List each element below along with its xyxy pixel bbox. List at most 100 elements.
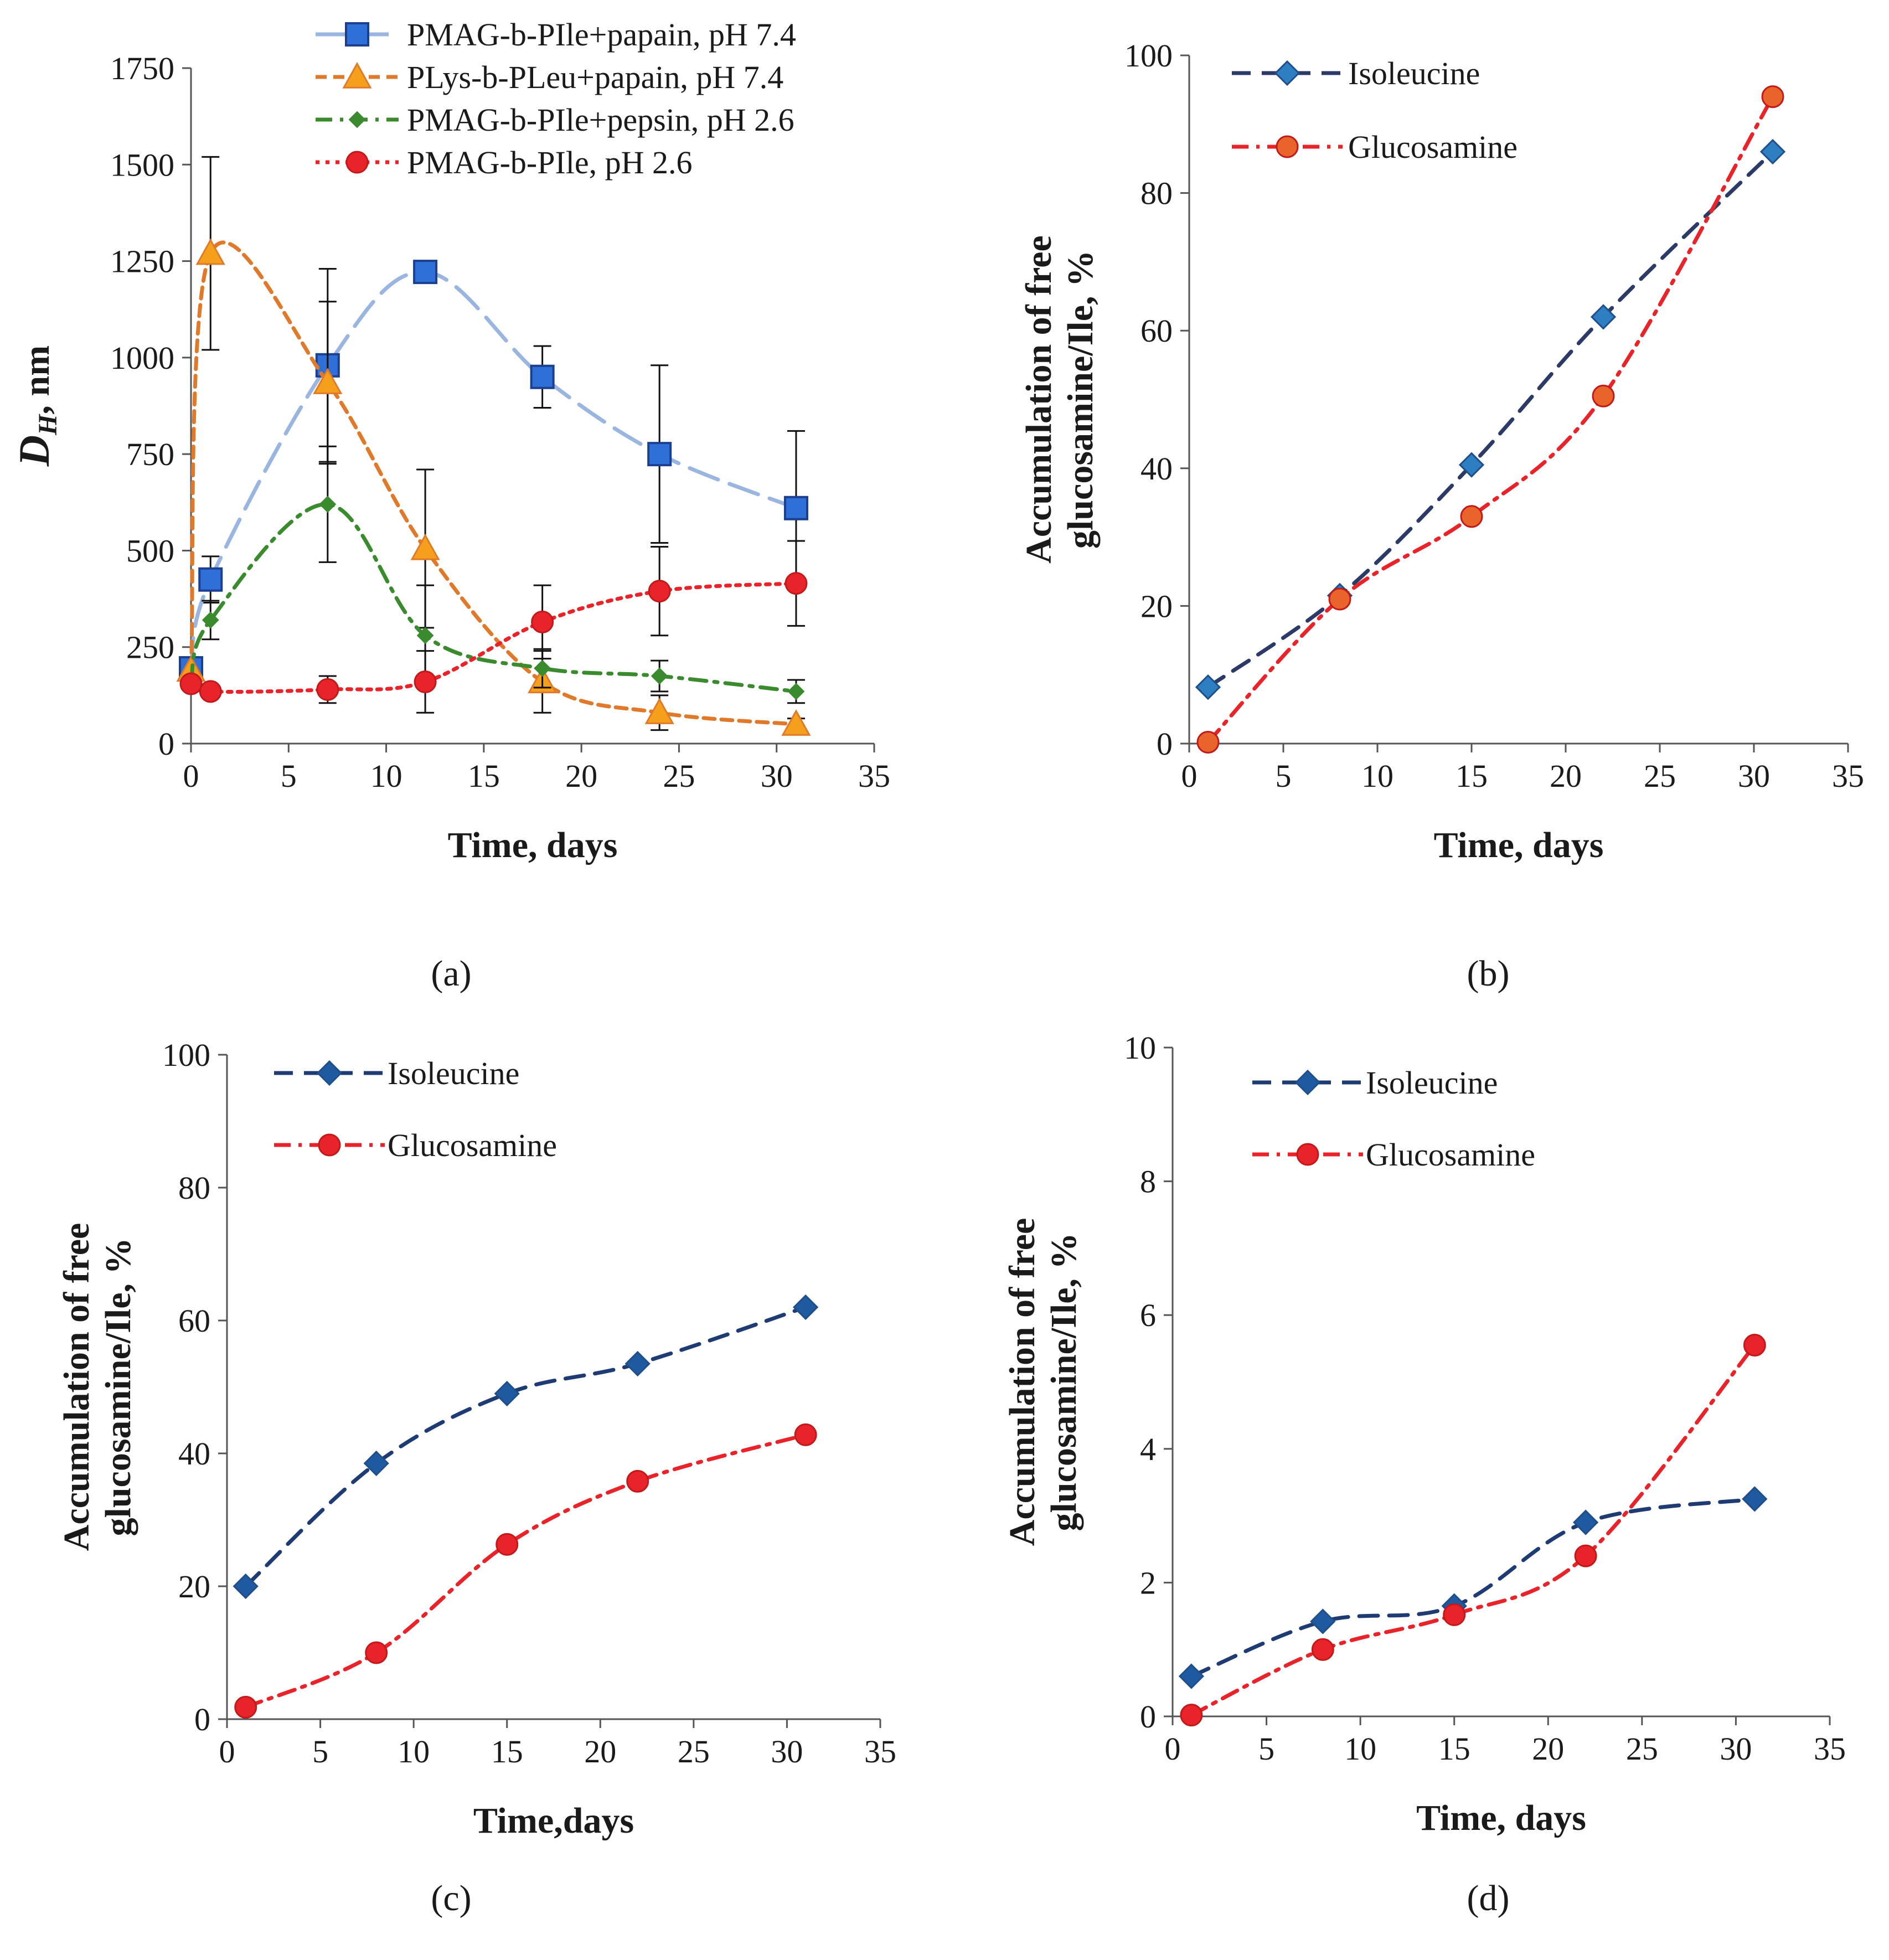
- series-glucosamine: Glucosamine: [1180, 1137, 1766, 1727]
- y-axis-title-line2: glucosamine/Ile, %: [1060, 250, 1101, 549]
- data-point: [313, 368, 343, 394]
- y-tick-label: 10: [1124, 1030, 1156, 1066]
- legend-label: PMAG-b-PIle+papain, pH 7.4: [407, 17, 796, 53]
- legend-label: Glucosamine: [388, 1127, 557, 1163]
- series-line: [189, 270, 798, 670]
- data-point: [319, 496, 337, 513]
- data-point: [316, 678, 339, 701]
- x-tick-label: 30: [761, 758, 793, 794]
- x-tick-label: 30: [771, 1734, 803, 1770]
- y-axis-title-line1: Accumulation of free: [1002, 1218, 1042, 1546]
- y-tick-label: 500: [126, 533, 174, 569]
- legend-label: PMAG-b-PIle+pepsin, pH 2.6: [407, 102, 794, 138]
- data-point: [783, 496, 808, 520]
- x-axis-title: Time, days: [1434, 825, 1604, 865]
- legend-marker: [345, 22, 369, 47]
- y-axis-title-line2: glucosamine/Ile, %: [1044, 1233, 1084, 1531]
- data-point: [199, 680, 222, 703]
- y-axis-title-line1: Accumulation of free: [56, 1223, 97, 1551]
- data-point: [781, 709, 811, 736]
- y-tick-label: 4: [1140, 1431, 1156, 1467]
- y-tick-label: 750: [126, 436, 174, 472]
- data-point: [1311, 1638, 1334, 1661]
- data-point: [787, 683, 805, 700]
- y-tick-label: 100: [162, 1037, 210, 1073]
- legend-label: Glucosamine: [1366, 1137, 1535, 1173]
- y-tick-label: 80: [178, 1170, 210, 1206]
- data-point: [416, 627, 434, 644]
- legend-marker: [342, 61, 372, 89]
- series-glucosamine: Glucosamine: [1196, 85, 1784, 754]
- data-point: [1180, 1704, 1203, 1727]
- y-tick-label: 8: [1140, 1164, 1156, 1200]
- x-tick-label: 35: [1814, 1731, 1846, 1767]
- x-tick-label: 20: [584, 1734, 616, 1770]
- chart-d: 0 5 10 15 20 25 30 35 0 2 4 6 8 10 Time, days Accumulat…: [1002, 1030, 1846, 1918]
- legend-marker: [348, 111, 366, 128]
- x-tick-label: 25: [1626, 1731, 1658, 1767]
- data-point: [179, 672, 203, 695]
- data-point: [651, 667, 668, 685]
- y-tick-label: 1500: [110, 147, 174, 183]
- x-tick-label: 10: [370, 758, 402, 794]
- data-point: [1742, 1486, 1768, 1512]
- x-axis-title: Time, days: [448, 825, 618, 865]
- y-tick-label: 60: [1140, 313, 1173, 349]
- series-plys-b-pleu-papain-ph-7-4: PLys-b-PLeu+papain, pH 7.4: [176, 59, 811, 736]
- caption-b: (b): [1467, 953, 1510, 994]
- data-point: [644, 698, 674, 724]
- data-point: [1458, 452, 1485, 478]
- data-point: [1196, 731, 1220, 754]
- series-pmag-b-pile-pepsin-ph-2-6: PMAG-b-PIle+pepsin, pH 2.6: [182, 102, 805, 704]
- y-axis-title-unit: , nm: [17, 345, 57, 415]
- x-tick-label: 35: [1832, 758, 1864, 794]
- x-tick-label: 20: [1532, 1731, 1564, 1767]
- legend-label: Isoleucine: [1348, 55, 1480, 91]
- y-tick-label: 6: [1140, 1297, 1156, 1333]
- y-tick-label: 100: [1124, 38, 1173, 74]
- data-point: [1178, 1663, 1205, 1689]
- x-tick-label: 10: [1344, 1731, 1376, 1767]
- x-axis-title: Time, days: [1416, 1798, 1586, 1838]
- chart-b: 0 5 10 15 20 25 30 35 0 20 40 60 80 100 Time, days Accu…: [1019, 38, 1864, 994]
- caption-c: (c): [431, 1878, 471, 1918]
- x-tick-label: 20: [1550, 758, 1582, 794]
- y-tick-label: 0: [1140, 1699, 1156, 1735]
- x-tick-label: 25: [678, 1734, 710, 1770]
- data-point: [1590, 304, 1617, 330]
- x-axis-title: Time,days: [473, 1801, 634, 1841]
- data-point: [198, 567, 223, 592]
- x-tick-label: 15: [468, 758, 500, 794]
- y-tick-label: 0: [1157, 726, 1173, 762]
- y-tick-label: 20: [178, 1569, 210, 1605]
- y-tick-label: 2: [1140, 1565, 1156, 1601]
- series-line: [189, 240, 798, 726]
- data-point: [794, 1423, 817, 1446]
- legend-label: Glucosamine: [1348, 129, 1518, 165]
- data-point: [1310, 1608, 1336, 1634]
- x-tick-label: 35: [858, 758, 890, 794]
- legend-marker: [318, 1133, 341, 1157]
- data-point: [1460, 505, 1483, 528]
- chart-a: 0 5 10 15 20 25 30 35 0 250 500 750 1000 1250 1500 1750…: [10, 17, 890, 994]
- series-line: [1206, 149, 1775, 689]
- series-isoleucine: Isoleucine: [1195, 55, 1786, 700]
- x-tick-label: 0: [1181, 758, 1198, 794]
- y-tick-label: 1250: [110, 244, 174, 280]
- data-point: [1761, 85, 1784, 109]
- x-tick-label: 5: [281, 758, 297, 794]
- y-axis-title-line1: Accumulation of free: [1019, 235, 1059, 564]
- x-tick-label: 10: [398, 1734, 430, 1770]
- y-tick-label: 250: [126, 630, 174, 666]
- data-point: [195, 238, 225, 265]
- caption-a: (a): [431, 953, 471, 994]
- x-tick-label: 5: [312, 1734, 328, 1770]
- series-line: [1189, 1343, 1757, 1717]
- data-point: [363, 1450, 389, 1477]
- data-point: [530, 364, 555, 389]
- data-point: [793, 1294, 819, 1321]
- series-line: [189, 581, 798, 694]
- data-point: [1574, 1544, 1597, 1567]
- series-isoleucine: Isoleucine: [1178, 1065, 1768, 1689]
